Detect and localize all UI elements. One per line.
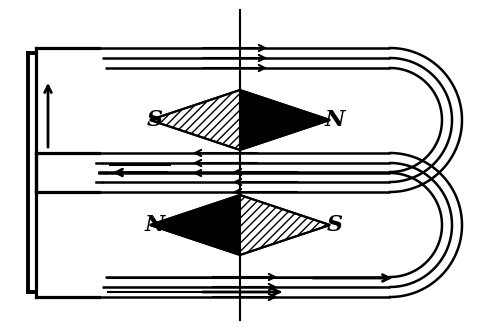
Text: N: N <box>145 214 165 236</box>
Text: N: N <box>325 109 345 131</box>
Polygon shape <box>150 195 240 255</box>
Text: S: S <box>327 214 343 236</box>
Polygon shape <box>240 195 330 255</box>
Text: S: S <box>147 109 163 131</box>
Polygon shape <box>240 90 330 150</box>
Polygon shape <box>150 90 240 150</box>
